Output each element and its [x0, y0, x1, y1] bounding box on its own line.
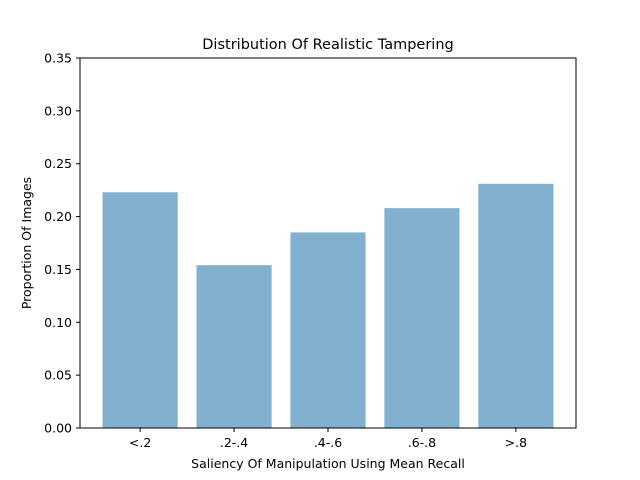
- bars-group: [102, 183, 554, 428]
- y-tick-label: 0.20: [44, 209, 72, 224]
- bar-0: [102, 192, 178, 428]
- x-axis-label: Saliency Of Manipulation Using Mean Reca…: [191, 456, 465, 471]
- chart-title: Distribution Of Realistic Tampering: [202, 37, 453, 53]
- x-tick-label: <.2: [129, 435, 151, 450]
- y-tick-label: 0.25: [44, 156, 72, 171]
- y-axis-label: Proportion Of Images: [19, 177, 34, 309]
- x-tick-label: .6-.8: [408, 435, 436, 450]
- y-tick-label: 0.35: [44, 51, 72, 66]
- y-tick-label: 0.00: [44, 421, 72, 436]
- x-tick-label: .4-.6: [314, 435, 342, 450]
- x-tick-label: .2-.4: [220, 435, 248, 450]
- x-tick-label: >.8: [505, 435, 527, 450]
- bar-3: [384, 208, 460, 428]
- bar-1: [196, 265, 272, 428]
- bar-4: [478, 183, 554, 428]
- bar-2: [290, 232, 366, 428]
- y-tick-label: 0.30: [44, 103, 72, 118]
- y-tick-label: 0.05: [44, 368, 72, 383]
- y-axis-ticks: 0.00 0.05 0.10 0.15 0.20 0.25 0.30 0.35: [44, 51, 80, 436]
- plot-frame: [79, 57, 577, 429]
- x-axis-ticks: <.2 .2-.4 .4-.6 .6-.8 >.8: [129, 428, 527, 450]
- y-tick-label: 0.10: [44, 315, 72, 330]
- y-tick-label: 0.15: [44, 262, 72, 277]
